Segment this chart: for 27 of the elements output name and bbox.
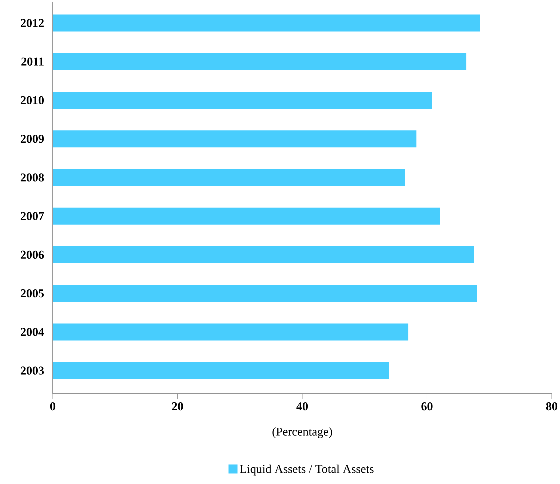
y-tick-label: 2012 [20, 19, 44, 28]
y-tick-label: 2007 [20, 212, 44, 220]
y-tick-label: 2011 [22, 58, 44, 66]
x-tick-label: 40 [296, 402, 308, 411]
x-tick-label: 60 [422, 402, 433, 411]
y-tick-label: 2005 [20, 290, 44, 298]
bar [53, 362, 390, 380]
x-tick-label: 0 [50, 402, 56, 411]
bar [53, 53, 467, 70]
y-tick-label: 2003 [20, 366, 44, 375]
y-tick-label: 2010 [20, 96, 44, 105]
x-axis-title: (Percentage) [272, 427, 332, 438]
y-tick-label: 2006 [20, 250, 44, 259]
y-tick-label: 2008 [20, 174, 44, 182]
bar [53, 246, 474, 264]
bar [53, 14, 480, 32]
bar [53, 285, 478, 302]
bar [53, 324, 409, 341]
y-tick-label: 2009 [20, 135, 44, 144]
bar [53, 169, 406, 186]
x-tick-label: 20 [172, 402, 184, 411]
legend-label: Liquid Assets / Total Assets [240, 464, 374, 476]
bar [53, 92, 432, 109]
y-tick-label: 2004 [20, 328, 44, 336]
x-tick-label: 80 [546, 402, 558, 411]
bar [53, 208, 440, 225]
bar [53, 130, 417, 148]
